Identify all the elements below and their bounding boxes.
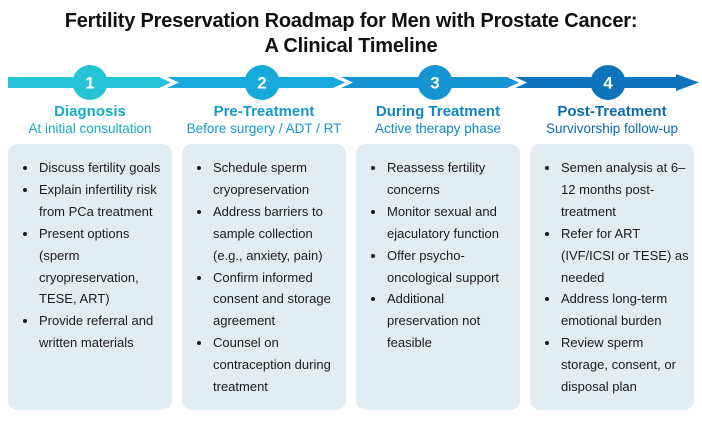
- bullet-item: Address long-term emotional burden: [560, 288, 689, 332]
- bullet-list-diagnosis: Discuss fertility goalsExplain infertili…: [14, 157, 167, 353]
- bullet-item: Refer for ART (IVF/ICSI or TESE) as need…: [560, 223, 689, 288]
- bullet-item: Address barriers to sample collection (e…: [212, 201, 341, 266]
- bullet-list-pre-treatment: Schedule sperm cryopreservationAddress b…: [188, 157, 341, 397]
- bullet-item: Reassess fertility concerns: [386, 157, 515, 201]
- page-title: Fertility Preservation Roadmap for Men w…: [0, 0, 702, 59]
- step-circle-1: [72, 65, 108, 100]
- stage-name: During Treatment: [375, 103, 501, 120]
- page-title-line2: A Clinical Timeline: [264, 35, 438, 57]
- bullet-list-during-treatment: Reassess fertility concernsMonitor sexua…: [362, 157, 515, 353]
- step-circle-3: [417, 65, 453, 100]
- card-pre-treatment: Schedule sperm cryopreservationAddress b…: [182, 144, 346, 410]
- stage-header-post-treatment: Post-Treatment Survivorship follow-up: [530, 103, 694, 137]
- bullet-item: Discuss fertility goals: [38, 157, 167, 179]
- bullet-item: Present options (sperm cryopreservation,…: [38, 223, 167, 310]
- stage-header-during-treatment: During Treatment Active therapy phase: [356, 103, 520, 137]
- bullet-list-post-treatment: Semen analysis at 6–12 months post-treat…: [536, 157, 689, 397]
- bullet-item: Offer psycho-oncological support: [386, 245, 515, 289]
- stage-headers-row: Diagnosis At initial consultation Pre-Tr…: [0, 103, 702, 137]
- stage-subtitle: Active therapy phase: [374, 121, 502, 137]
- bullet-item: Review sperm storage, consent, or dispos…: [560, 332, 689, 397]
- stage-name: Pre-Treatment: [213, 103, 315, 120]
- bullet-item: Counsel on contraception during treatmen…: [212, 332, 341, 397]
- bullet-item: Schedule sperm cryopreservation: [212, 157, 341, 201]
- step-circle-2: [244, 65, 280, 100]
- timeline-arrow: 1 2 3 4: [8, 65, 699, 100]
- stage-header-pre-treatment: Pre-Treatment Before surgery / ADT / RT: [182, 103, 346, 137]
- bullet-item: Additional preservation not feasible: [386, 288, 515, 353]
- card-during-treatment: Reassess fertility concernsMonitor sexua…: [356, 144, 520, 410]
- step-number-2: 2: [257, 74, 266, 93]
- step-number-1: 1: [85, 74, 94, 93]
- stage-cards-row: Discuss fertility goalsExplain infertili…: [0, 144, 702, 410]
- stage-name: Diagnosis: [54, 103, 126, 120]
- stage-name: Post-Treatment: [557, 103, 667, 120]
- stage-subtitle: Before surgery / ADT / RT: [186, 121, 342, 137]
- step-number-4: 4: [603, 74, 613, 93]
- page-title-line1: Fertility Preservation Roadmap for Men w…: [64, 10, 638, 32]
- step-number-3: 3: [430, 74, 439, 93]
- bullet-item: Explain infertility risk from PCa treatm…: [38, 179, 167, 223]
- stage-subtitle: At initial consultation: [28, 121, 152, 137]
- step-circle-4: [590, 65, 626, 100]
- card-diagnosis: Discuss fertility goalsExplain infertili…: [8, 144, 172, 410]
- bullet-item: Semen analysis at 6–12 months post-treat…: [560, 157, 689, 222]
- bullet-item: Monitor sexual and ejaculatory function: [386, 201, 515, 245]
- bullet-item: Confirm informed consent and storage agr…: [212, 267, 341, 332]
- bullet-item: Provide referral and written materials: [38, 310, 167, 354]
- stage-header-diagnosis: Diagnosis At initial consultation: [8, 103, 172, 137]
- card-post-treatment: Semen analysis at 6–12 months post-treat…: [530, 144, 694, 410]
- stage-subtitle: Survivorship follow-up: [545, 121, 679, 137]
